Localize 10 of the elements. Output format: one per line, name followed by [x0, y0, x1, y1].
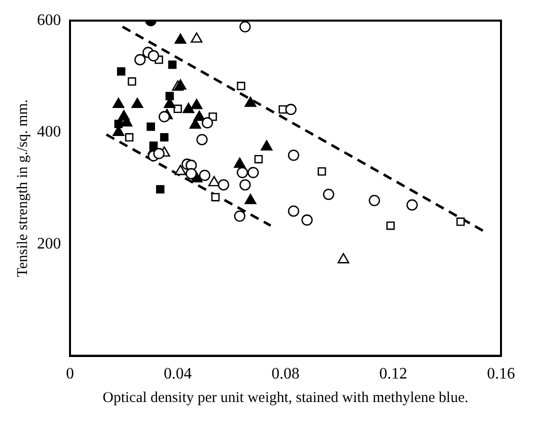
x-tick-label: 0.04 — [164, 366, 192, 383]
y-tick-label: 200 — [37, 235, 61, 252]
y-tick-label: 400 — [37, 124, 61, 141]
x-tick-label: 0.12 — [379, 366, 408, 383]
y-axis-title: Tensile strength in g./sq. mm. — [14, 99, 31, 278]
x-tick-label: 0.16 — [487, 366, 515, 383]
x-tick-label: 0.08 — [272, 366, 300, 383]
x-axis-title: Optical density per unit weight, stained with methylene blue. — [102, 390, 468, 406]
x-tick-label: 0 — [66, 366, 74, 383]
y-tick-label: 600 — [37, 12, 61, 29]
